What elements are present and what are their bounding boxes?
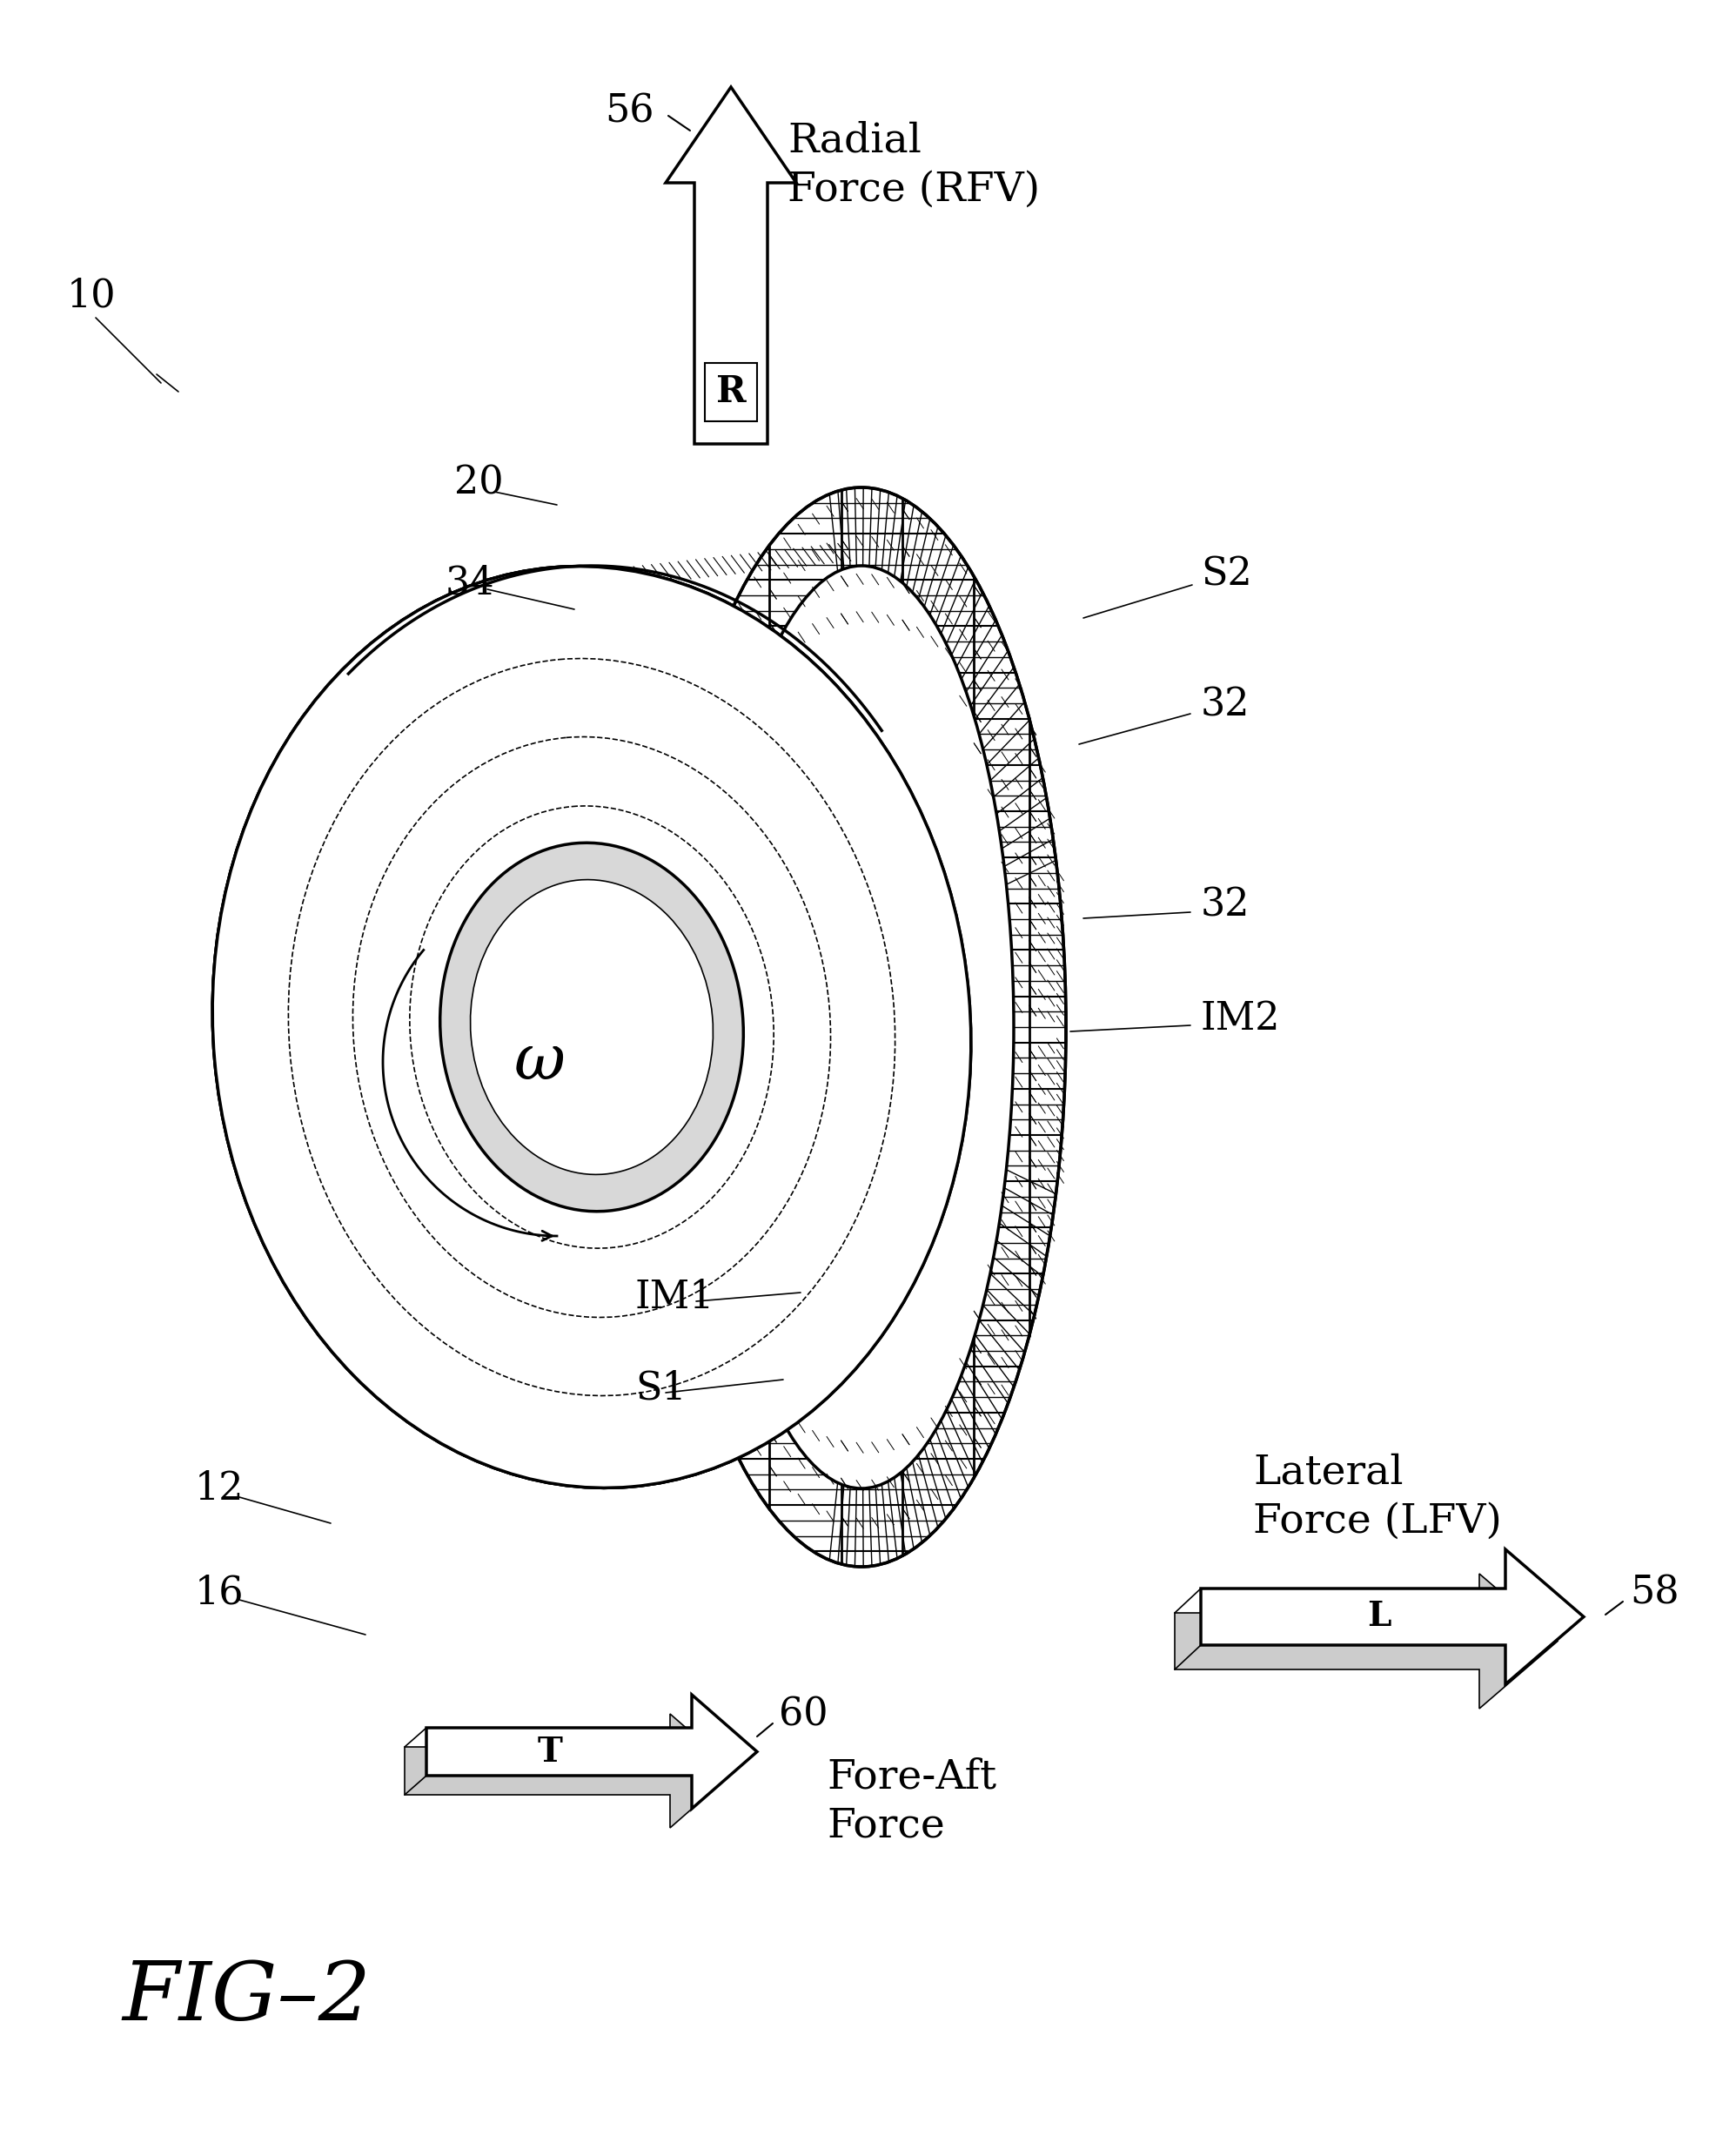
Polygon shape bbox=[427, 1694, 757, 1809]
Text: 56: 56 bbox=[606, 92, 654, 130]
Ellipse shape bbox=[439, 844, 743, 1211]
Ellipse shape bbox=[212, 566, 970, 1489]
Text: 34: 34 bbox=[444, 564, 495, 602]
Ellipse shape bbox=[212, 566, 970, 1489]
Text: S1: S1 bbox=[635, 1369, 686, 1408]
Text: 32: 32 bbox=[1201, 886, 1250, 925]
Polygon shape bbox=[665, 88, 797, 444]
Text: Lateral
Force (LFV): Lateral Force (LFV) bbox=[1253, 1452, 1502, 1540]
Text: 12: 12 bbox=[194, 1470, 243, 1508]
Text: 20: 20 bbox=[453, 464, 503, 502]
Ellipse shape bbox=[656, 487, 1066, 1566]
Text: L: L bbox=[1368, 1600, 1391, 1634]
Ellipse shape bbox=[439, 844, 743, 1211]
Text: 32: 32 bbox=[1201, 686, 1250, 724]
Text: 10: 10 bbox=[66, 278, 116, 314]
Polygon shape bbox=[404, 1713, 736, 1828]
Ellipse shape bbox=[212, 566, 970, 1489]
Polygon shape bbox=[1175, 1574, 1557, 1709]
Text: T: T bbox=[538, 1734, 562, 1769]
Text: Fore-Aft
Force: Fore-Aft Force bbox=[826, 1758, 996, 1846]
Text: IM1: IM1 bbox=[635, 1277, 715, 1316]
Text: 16: 16 bbox=[194, 1574, 243, 1613]
Text: FIG–2: FIG–2 bbox=[122, 1959, 370, 2038]
Text: Radial
Force (RFV): Radial Force (RFV) bbox=[788, 122, 1040, 209]
Text: S2: S2 bbox=[1201, 555, 1252, 594]
Ellipse shape bbox=[470, 880, 713, 1175]
Ellipse shape bbox=[710, 566, 1014, 1489]
Ellipse shape bbox=[470, 880, 713, 1175]
Text: 58: 58 bbox=[1630, 1574, 1679, 1613]
Text: R: R bbox=[715, 374, 746, 410]
Text: 60: 60 bbox=[779, 1696, 828, 1734]
Text: IM2: IM2 bbox=[1201, 1000, 1281, 1038]
Polygon shape bbox=[1201, 1549, 1583, 1685]
Text: ω: ω bbox=[514, 1032, 566, 1094]
